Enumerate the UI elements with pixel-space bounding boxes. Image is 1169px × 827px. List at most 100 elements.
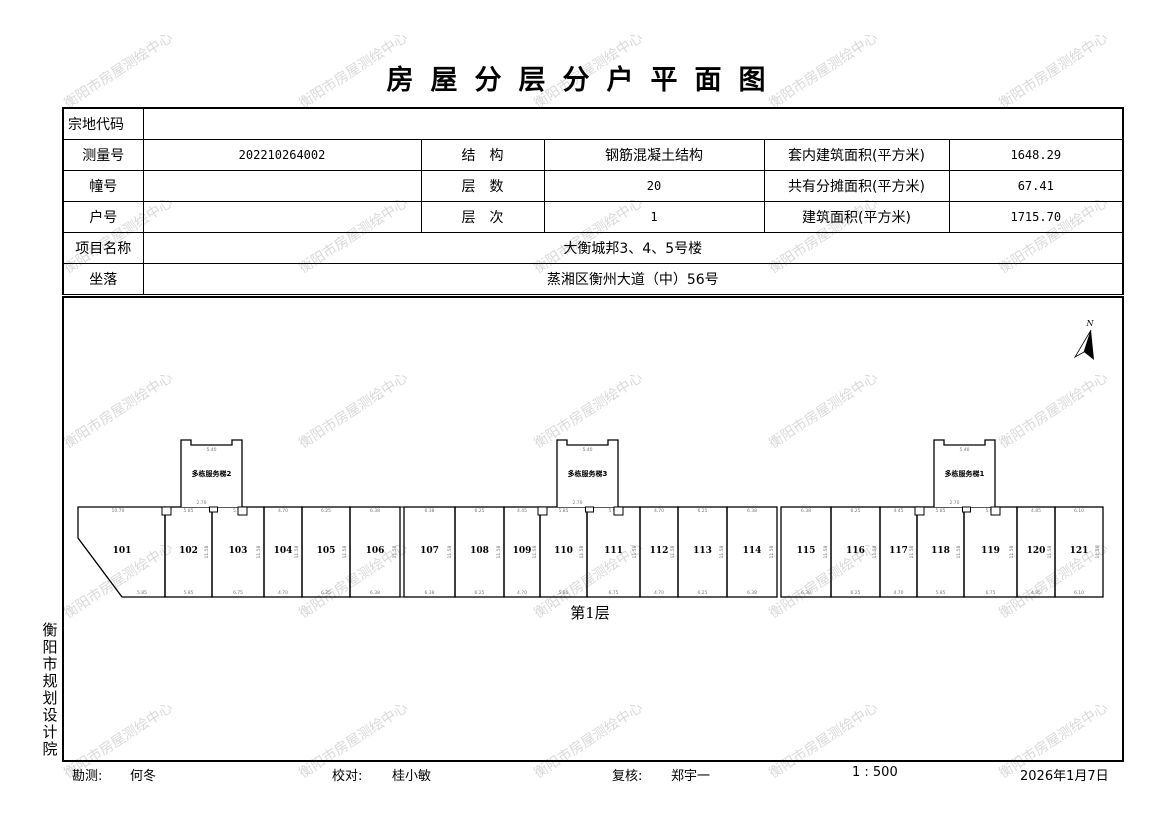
wall-strip [399,506,405,598]
unit-bottom-dimension: 4.70 [517,590,527,596]
stair-label: 多栋服务梯2 [192,469,232,478]
location-value: 蒸湘区衡州大道（中）56号 [142,263,1125,295]
unit-label: 114 [743,546,762,556]
shaft-box [613,506,624,516]
unit-bottom-dimension: 6.25 [850,590,860,596]
unit-depth-dimension: 11.58 [256,545,262,558]
unit-outline [1054,506,1104,598]
unit-label: 111 [604,546,623,556]
unit-label: 108 [470,546,489,556]
unit-label: 121 [1070,546,1089,556]
unit-depth-dimension: 11.58 [719,545,725,558]
unit-depth-dimension: 11.58 [1047,545,1053,558]
unit-outline [77,506,166,598]
stair-outline [556,439,619,507]
stair-bottom-dimension: 2.70 [572,500,582,506]
unit-bottom-dimension: 5.85 [558,590,568,596]
unit-depth-dimension: 11.58 [872,545,878,558]
unit-depth-dimension: 11.58 [670,545,676,558]
unit-label: 112 [650,546,669,556]
unit-bottom-dimension: 6.38 [747,590,757,596]
notch [585,506,594,513]
unit-depth-dimension: 11.58 [632,545,638,558]
unit-depth-dimension: 11.58 [909,545,915,558]
unit-label: 104 [274,546,293,556]
stair-outline [180,439,243,507]
info-table: 宗地代码 测量号 202210264002 结 构 钢筋混凝土结构 套内建筑面积… [62,107,1125,295]
side-label-char: 市 [42,655,58,673]
side-label-char: 阳 [42,638,58,656]
unit-top-dimension: 5.85 [183,508,193,514]
building-area-label: 建筑面积(平方米) [763,201,950,233]
side-label: 衡阳市规划设计院 [40,622,60,758]
unit-bottom-dimension: 4.70 [654,590,664,596]
unit-label: 105 [317,546,336,556]
unit-bottom-dimension: 6.25 [321,590,331,596]
unit-label: 101 [113,546,132,556]
unit-bottom-dimension: 6.38 [370,590,380,596]
floor-caption: 第1层 [570,604,610,622]
unit-depth-dimension: 11.58 [204,545,210,558]
side-label-char: 计 [42,723,58,741]
project-label: 项目名称 [62,232,144,264]
unit-label: 109 [513,546,532,556]
building-area-value: 1715.70 [948,201,1125,233]
row-survey: 测量号 202210264002 结 构 钢筋混凝土结构 套内建筑面积(平方米)… [62,139,1125,171]
unit-depth-dimension: 11.58 [1009,545,1015,558]
unit-top-dimension: 6.25 [321,508,331,514]
shaft-box [237,506,248,516]
unit-depth-dimension: 11.58 [823,545,829,558]
unit-top-dimension: 6.25 [697,508,707,514]
stair-label: 多栋服务梯3 [568,469,608,478]
unit-top-dimension: 6.38 [370,508,380,514]
unit-label: 115 [797,546,816,556]
row-building: 幢号 层 数 20 共有分摊面积(平方米) 67.41 [62,170,1125,202]
unit-depth-dimension: 11.58 [496,545,502,558]
unit-bottom-dimension: 4.70 [278,590,288,596]
floors-value: 20 [543,170,765,202]
unit-outline [726,506,778,598]
unit-depth-dimension: 11.58 [447,545,453,558]
unit-bottom-dimension: 6.25 [697,590,707,596]
stair-label: 多栋服务梯1 [945,469,985,478]
unit-depth-dimension: 11.58 [532,545,538,558]
unit-bottom-dimension: 6.38 [801,590,811,596]
unit-bottom-dimension: 6.25 [474,590,484,596]
shared-area-value: 67.41 [948,170,1125,202]
unit-depth-dimension: 11.58 [392,545,398,558]
checker-label: 校对: [332,769,363,784]
unit-top-dimension: 6.38 [424,508,434,514]
unit-top-dimension: 4.70 [278,508,288,514]
stair-top-dimension: 5.40 [582,447,592,453]
shaft-box [161,506,172,516]
unit-label: 102 [179,546,198,556]
checker-name: 桂小敏 [392,769,432,784]
unit-bottom-dimension: 4.70 [893,590,903,596]
unit-label: 119 [981,546,1000,556]
unit-top-dimension: 6.10 [1074,508,1084,514]
unit-depth-dimension: 11.58 [294,545,300,558]
inner-area-value: 1648.29 [948,139,1125,171]
floor-value: 1 [543,201,765,233]
unit-top-dimension: 5.85 [558,508,568,514]
stair-bottom-dimension: 2.70 [196,500,206,506]
unit-top-dimension: 4.85 [1031,508,1041,514]
stair-top-dimension: 5.40 [959,447,969,453]
unit-bottom-dimension: 6.10 [1074,590,1084,596]
side-label-char: 划 [42,689,58,707]
north-arrow-icon [1084,330,1094,360]
scale: 1 : 500 [852,765,898,780]
stair-top-dimension: 5.40 [206,447,216,453]
side-label-char: 规 [42,672,58,690]
unit-top-dimension: 5.85 [935,508,945,514]
unit-depth-dimension: 11.58 [956,545,962,558]
unit-bottom-dimension: 5.85 [935,590,945,596]
unit-top-dimension: 10.70 [112,508,125,514]
side-label-char: 设 [42,706,58,724]
unit-top-dimension: 4.70 [654,508,664,514]
unit-label: 113 [693,546,712,556]
unit-bottom-dimension: 5.85 [137,590,147,596]
date: 2026年1月7日 [1020,769,1109,784]
